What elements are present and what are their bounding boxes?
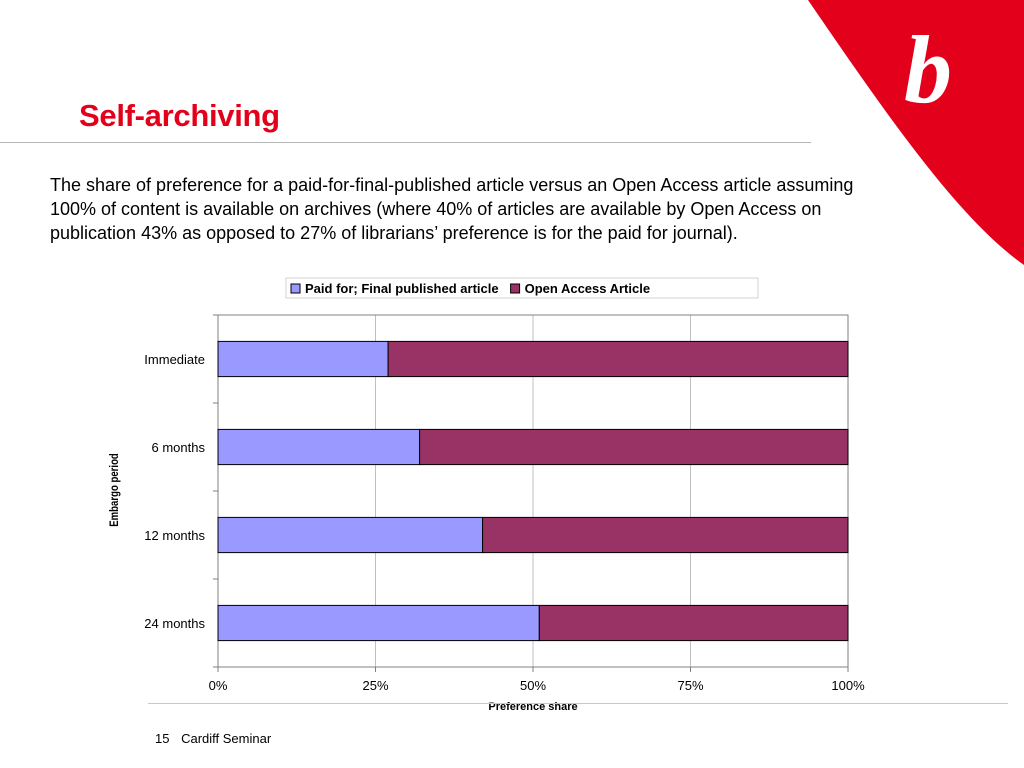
legend-swatch: [510, 283, 521, 294]
legend-swatch: [290, 283, 301, 294]
b-logo-icon: b: [904, 16, 952, 123]
slide-title: Self-archiving: [79, 98, 280, 133]
x-tick-label: 75%: [677, 678, 703, 693]
x-tick-label: 50%: [520, 678, 546, 693]
bar-open-access: [419, 428, 849, 466]
bar-open-access: [482, 516, 849, 554]
bar-paid-for: [217, 604, 540, 642]
y-axis-title: Embargo period: [108, 453, 121, 527]
title-divider: [0, 142, 811, 143]
brand-logo: b: [808, 0, 1024, 265]
slide-footer: 15 Cardiff Seminar: [155, 731, 271, 746]
legend-box: [285, 277, 759, 299]
y-tick-label: 12 months: [144, 528, 205, 543]
plot-area: 0% 25% 50% 75% 100% Immediate 6 months 12 month…: [144, 314, 865, 693]
bar-paid-for: [217, 516, 484, 554]
footer-label: Cardiff Seminar: [181, 731, 272, 746]
page-number: 15: [155, 731, 170, 746]
legend-label: Paid for; Final published article: [305, 281, 499, 296]
bar-paid-for: [217, 428, 421, 466]
legend-label: Open Access Article: [525, 281, 650, 296]
bar-paid-for: [217, 340, 389, 378]
y-tick-label: Immediate: [144, 352, 205, 367]
y-tick-label: 6 months: [152, 440, 206, 455]
bar-open-access: [538, 604, 849, 642]
bar-open-access: [387, 340, 849, 378]
x-tick-label: 0%: [209, 678, 228, 693]
chart-legend: Paid for; Final published article Open Ac…: [285, 277, 759, 299]
stacked-bar-chart: Paid for; Final published article Open Ac…: [108, 277, 865, 713]
logo-red-shape: [808, 0, 1024, 265]
x-axis-title: Preference share: [488, 701, 577, 713]
slide-description: The share of preference for a paid-for-f…: [50, 175, 854, 243]
footer-divider: [148, 703, 1008, 704]
x-tick-label: 25%: [362, 678, 388, 693]
y-tick-label: 24 months: [144, 616, 205, 631]
x-tick-label: 100%: [831, 678, 865, 693]
